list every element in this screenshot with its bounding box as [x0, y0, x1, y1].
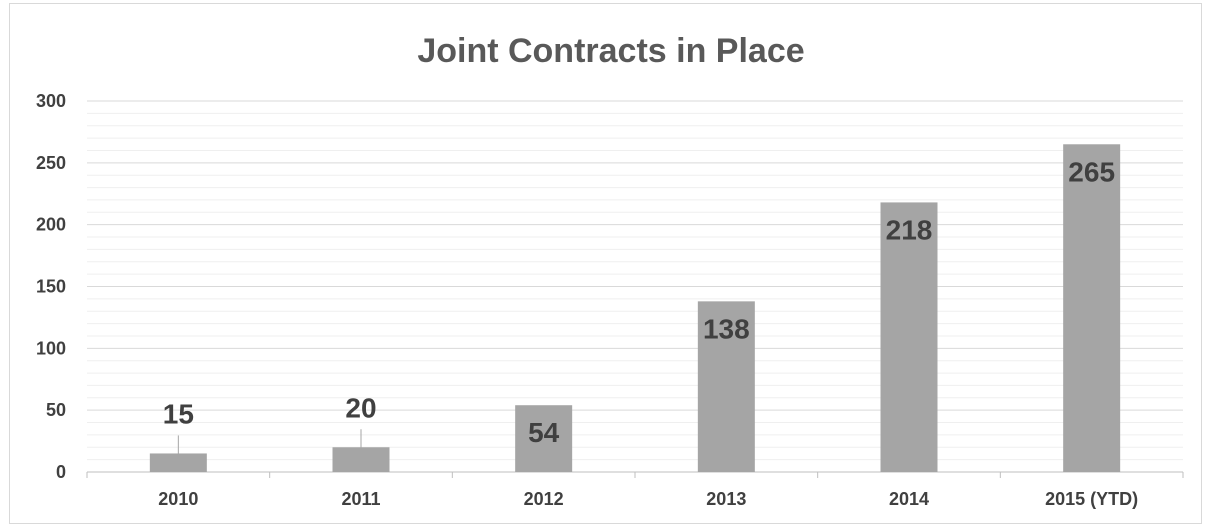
y-tick-label: 0	[56, 462, 66, 482]
bar	[515, 405, 573, 472]
axes: 0 50 100 150 200 250 300 2010 2011 2012 2013 2014 20…	[36, 91, 1184, 509]
data-label: 218	[886, 214, 933, 245]
x-tick-label: 2014	[889, 489, 929, 509]
bar	[149, 453, 207, 472]
y-tick-label: 200	[36, 215, 66, 235]
x-tick-label: 2010	[158, 489, 198, 509]
gridlines	[87, 100, 1183, 461]
x-tick-label: 2015 (YTD)	[1045, 489, 1138, 509]
data-label: 20	[345, 392, 376, 423]
y-tick-label: 150	[36, 277, 66, 297]
y-tick-label: 100	[36, 338, 66, 358]
chart-frame	[9, 3, 1202, 524]
bar	[880, 202, 938, 472]
bar	[1063, 144, 1121, 473]
data-label: 15	[163, 398, 194, 429]
x-tick-label: 2011	[341, 489, 380, 509]
bars	[149, 144, 1121, 473]
y-tick-label: 50	[46, 400, 66, 420]
data-label: 138	[703, 313, 750, 344]
y-tick-label: 300	[36, 91, 66, 111]
chart-title: Joint Contracts in Place	[417, 32, 804, 70]
x-tick-label: 2012	[524, 489, 564, 509]
data-label: 54	[528, 417, 560, 448]
x-tick-label: 2013	[706, 489, 746, 509]
data-label: 265	[1068, 156, 1115, 187]
y-tick-label: 250	[36, 153, 66, 173]
data-labels: 15 20 54 138 218 265	[163, 156, 1115, 460]
bar	[697, 301, 755, 472]
